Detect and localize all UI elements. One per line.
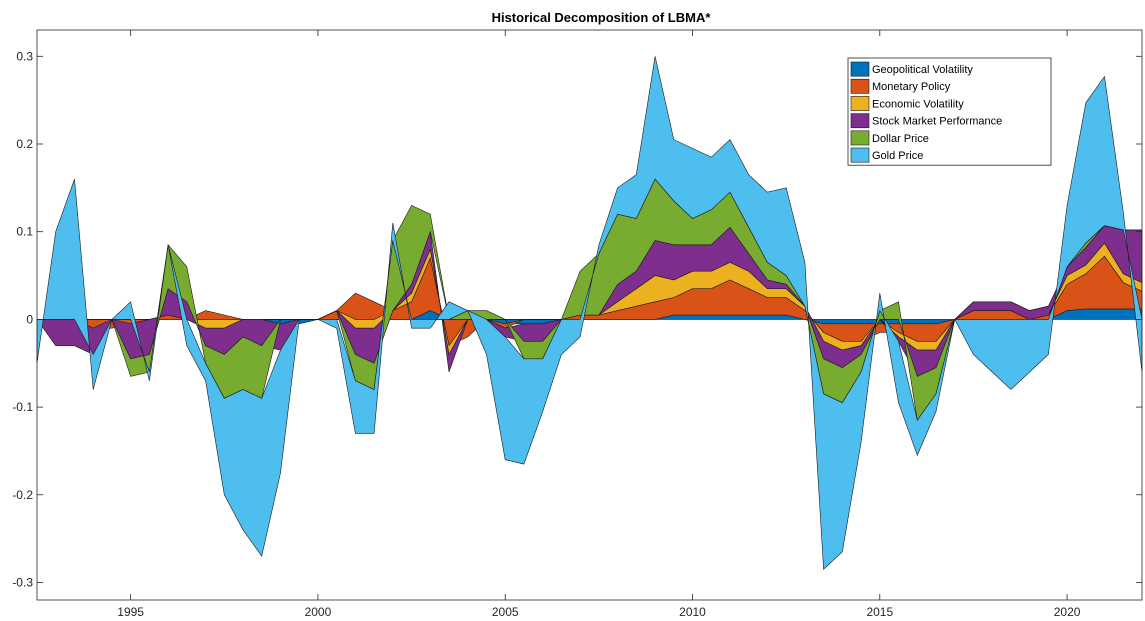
x-tick-label: 2005 <box>492 605 519 619</box>
legend-swatch <box>850 61 870 77</box>
y-tick-label: 0.1 <box>16 225 33 239</box>
legend-swatch <box>850 78 870 94</box>
legend-swatch <box>850 113 870 129</box>
y-axis: -0.3 -0.2 -0.1 0 0.1 0.2 0.3 <box>12 49 1142 589</box>
y-tick-label: 0.3 <box>16 49 33 63</box>
legend-label: Geopolitical Volatility <box>872 64 973 76</box>
legend-swatch <box>850 96 870 111</box>
legend-swatch <box>850 130 870 146</box>
y-tick-label: 0 <box>26 312 33 326</box>
y-tick-label: -0.1 <box>12 400 33 414</box>
y-tick-label: -0.3 <box>12 575 33 589</box>
legend-swatch <box>850 147 870 163</box>
x-tick-label: 2010 <box>679 605 706 619</box>
legend-label: Gold Price <box>872 150 923 162</box>
y-tick-label: -0.2 <box>12 488 33 502</box>
plot-frame <box>36 29 1143 601</box>
x-tick-label: 2000 <box>305 605 332 619</box>
chart-title: Historical Decomposition of LBMA* <box>492 10 712 25</box>
legend-box <box>847 57 1052 166</box>
y-tick-label: 0.2 <box>16 137 33 151</box>
legend: Geopolitical Volatility Monetary Policy Ec… <box>847 57 1052 166</box>
x-tick-label: 2015 <box>866 605 893 619</box>
x-tick-label: 2020 <box>1054 605 1081 619</box>
legend-label: Stock Market Performance <box>872 116 1002 128</box>
legend-label: Dollar Price <box>872 133 929 145</box>
legend-label: Economic Volatility <box>872 98 964 110</box>
x-axis: 1995 2000 2005 2010 2015 2020 <box>117 30 1081 619</box>
x-tick-label: 1995 <box>117 605 144 619</box>
legend-label: Monetary Policy <box>872 81 951 93</box>
